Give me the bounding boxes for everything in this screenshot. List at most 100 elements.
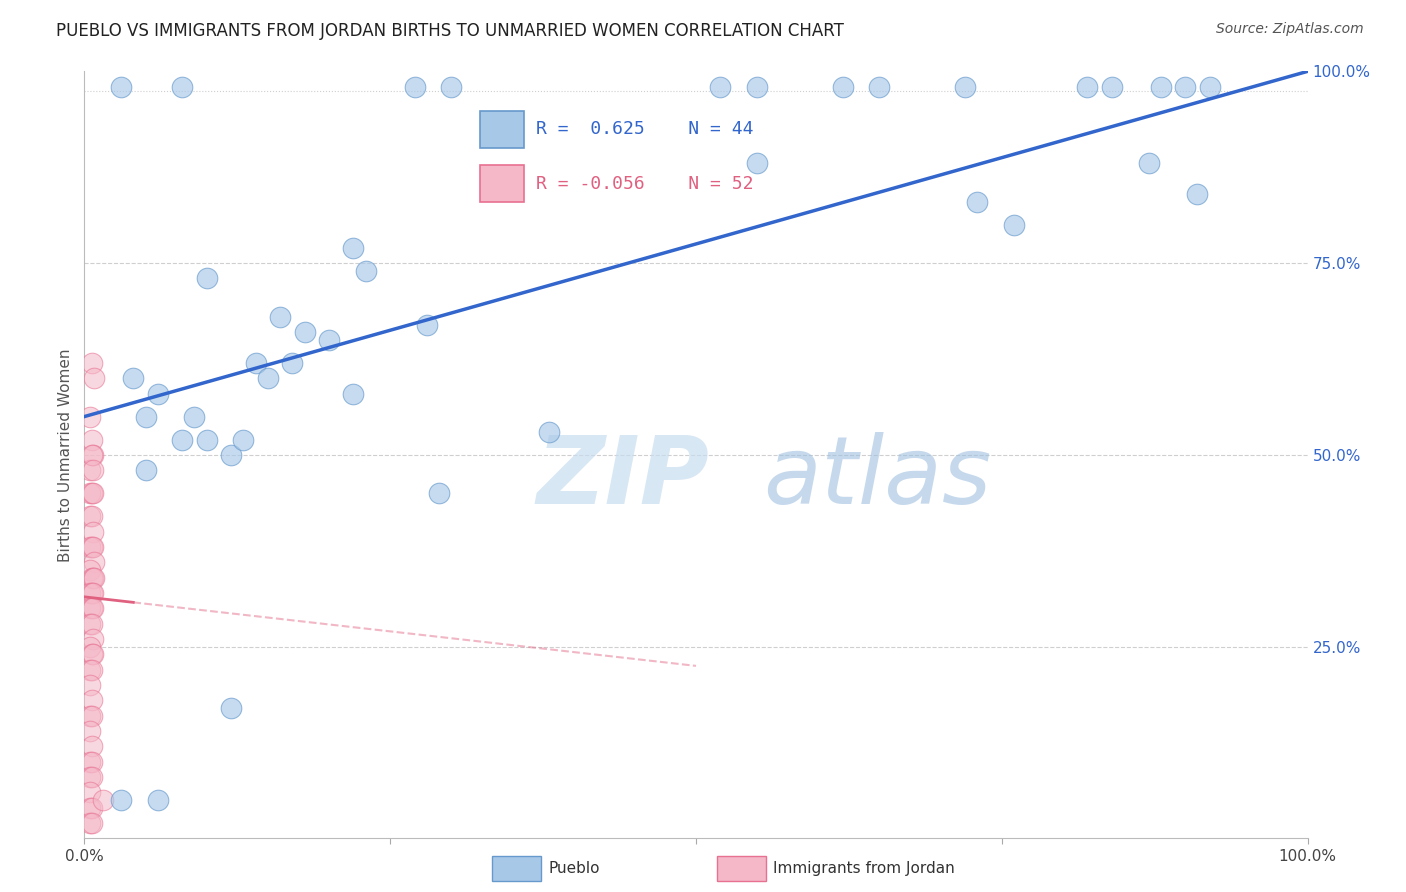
Point bbox=[79, 540, 101, 554]
Point bbox=[79, 586, 101, 600]
Point bbox=[183, 409, 205, 424]
Point bbox=[416, 318, 439, 332]
Point bbox=[195, 433, 218, 447]
Point bbox=[79, 801, 101, 815]
Point bbox=[195, 271, 218, 285]
Point bbox=[219, 448, 242, 462]
Point bbox=[80, 693, 103, 707]
Point bbox=[79, 785, 101, 799]
Point bbox=[1137, 156, 1160, 170]
Point bbox=[79, 563, 101, 577]
Point bbox=[79, 755, 101, 769]
Point bbox=[1101, 79, 1123, 94]
Point bbox=[427, 486, 450, 500]
Point bbox=[1076, 79, 1098, 94]
Point bbox=[1150, 79, 1173, 94]
Point bbox=[80, 648, 103, 662]
Point bbox=[294, 325, 316, 339]
Point bbox=[1187, 187, 1209, 202]
Point bbox=[538, 425, 561, 439]
Point bbox=[82, 463, 104, 477]
Point bbox=[135, 409, 157, 424]
Point bbox=[82, 571, 104, 585]
Point bbox=[318, 333, 340, 347]
Point bbox=[79, 816, 101, 830]
Point bbox=[342, 241, 364, 255]
Point bbox=[79, 463, 101, 477]
Text: R = -0.056    N = 52: R = -0.056 N = 52 bbox=[536, 175, 754, 193]
Text: atlas: atlas bbox=[763, 433, 991, 524]
Point bbox=[83, 371, 105, 385]
Point bbox=[281, 356, 304, 370]
Point bbox=[172, 79, 194, 94]
Point bbox=[1198, 79, 1220, 94]
Text: Pueblo: Pueblo bbox=[548, 862, 600, 876]
Point bbox=[80, 486, 103, 500]
Point bbox=[80, 755, 103, 769]
Point bbox=[82, 586, 104, 600]
Point bbox=[80, 801, 103, 815]
Point bbox=[80, 586, 103, 600]
Point bbox=[80, 540, 103, 554]
Point bbox=[709, 79, 731, 94]
Point bbox=[354, 264, 377, 278]
Point bbox=[110, 793, 132, 807]
Point bbox=[80, 448, 103, 462]
Point bbox=[79, 678, 101, 692]
Point bbox=[257, 371, 280, 385]
Point bbox=[80, 708, 103, 723]
Point bbox=[172, 433, 194, 447]
Point bbox=[245, 356, 267, 370]
Point bbox=[146, 386, 169, 401]
Point bbox=[80, 616, 103, 631]
Point bbox=[135, 463, 157, 477]
Point bbox=[80, 770, 103, 784]
Point bbox=[440, 79, 463, 94]
Point bbox=[831, 79, 853, 94]
Point bbox=[80, 739, 103, 754]
Point bbox=[82, 632, 104, 646]
Point bbox=[79, 486, 101, 500]
Point bbox=[232, 433, 254, 447]
Point bbox=[747, 79, 769, 94]
Point bbox=[79, 640, 101, 654]
Point bbox=[79, 509, 101, 524]
Point bbox=[269, 310, 291, 324]
Point bbox=[82, 524, 104, 539]
Point bbox=[80, 816, 103, 830]
Point bbox=[869, 79, 891, 94]
Point bbox=[80, 601, 103, 615]
Point bbox=[80, 509, 103, 524]
Point bbox=[342, 386, 364, 401]
Point bbox=[110, 79, 132, 94]
Point bbox=[80, 433, 103, 447]
Point bbox=[80, 663, 103, 677]
Point bbox=[122, 371, 145, 385]
Point bbox=[82, 486, 104, 500]
Point bbox=[146, 793, 169, 807]
Point bbox=[79, 601, 101, 615]
Point bbox=[953, 79, 976, 94]
Point bbox=[80, 571, 103, 585]
Text: R =  0.625    N = 44: R = 0.625 N = 44 bbox=[536, 120, 754, 138]
Point bbox=[747, 156, 769, 170]
Text: ZIP: ZIP bbox=[537, 432, 710, 524]
Point bbox=[219, 701, 242, 715]
Point bbox=[79, 724, 101, 739]
Text: Immigrants from Jordan: Immigrants from Jordan bbox=[773, 862, 955, 876]
Point bbox=[79, 708, 101, 723]
Point bbox=[82, 648, 104, 662]
Point bbox=[1174, 79, 1197, 94]
Point bbox=[79, 770, 101, 784]
Point bbox=[79, 663, 101, 677]
Point bbox=[80, 356, 103, 370]
Point bbox=[79, 409, 101, 424]
Point bbox=[82, 448, 104, 462]
Point bbox=[79, 616, 101, 631]
Point bbox=[91, 793, 114, 807]
Point bbox=[83, 555, 105, 569]
Point bbox=[82, 601, 104, 615]
Text: PUEBLO VS IMMIGRANTS FROM JORDAN BIRTHS TO UNMARRIED WOMEN CORRELATION CHART: PUEBLO VS IMMIGRANTS FROM JORDAN BIRTHS … bbox=[56, 22, 844, 40]
Text: Source: ZipAtlas.com: Source: ZipAtlas.com bbox=[1216, 22, 1364, 37]
Y-axis label: Births to Unmarried Women: Births to Unmarried Women bbox=[58, 348, 73, 562]
